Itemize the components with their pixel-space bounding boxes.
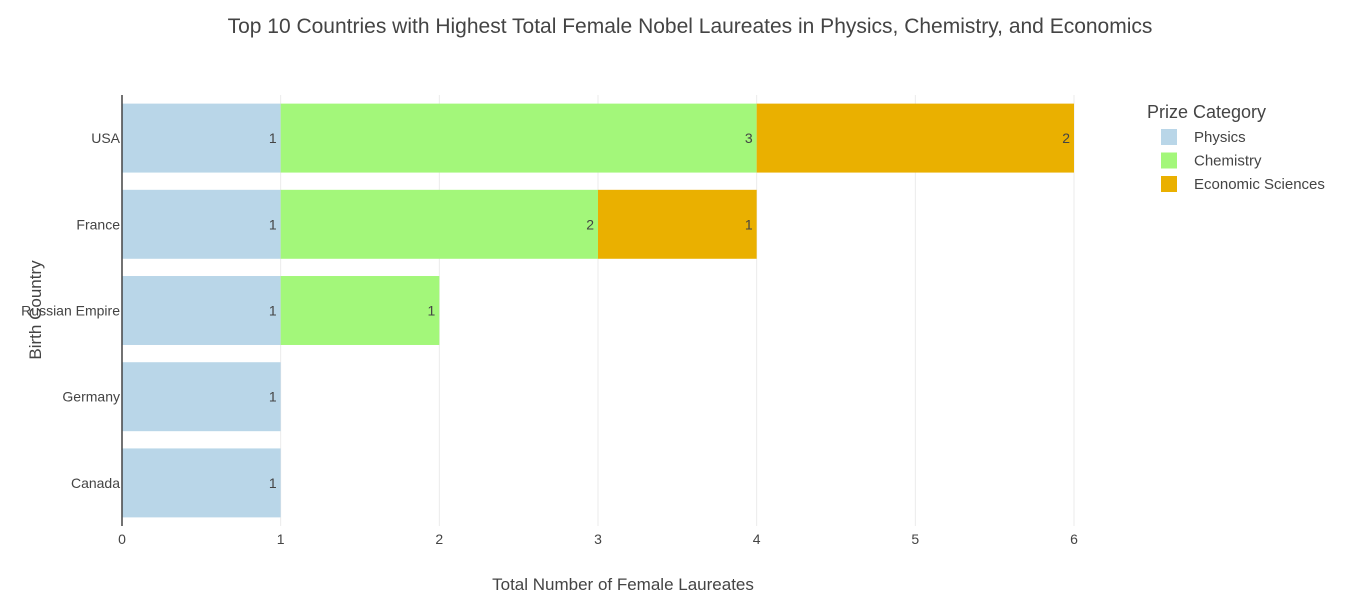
- bar-value-label: 1: [269, 389, 277, 405]
- bar-value-label: 1: [269, 475, 277, 491]
- legend-swatch: [1161, 129, 1177, 145]
- y-tick-label: USA: [91, 130, 120, 146]
- bars: 1 3 2 1 2 1 1 1 1 1: [122, 103, 1074, 518]
- ticks: 0 1 2 3 4 5 6 USA France Russian Empire Germany Can…: [21, 130, 1078, 547]
- bar-value-label: 1: [269, 130, 277, 146]
- x-tick-label: 0: [118, 531, 126, 547]
- bar: [280, 276, 440, 345]
- bar-value-label: 3: [745, 130, 753, 146]
- bar: [122, 189, 281, 259]
- x-tick-label: 5: [911, 531, 919, 547]
- x-tick-label: 4: [753, 531, 761, 547]
- y-tick-label: France: [76, 216, 120, 232]
- bar: [122, 362, 281, 432]
- bar: [756, 103, 1074, 173]
- bar-value-label: 2: [586, 216, 594, 232]
- legend-items: Physics Chemistry Economic Sciences: [1161, 129, 1325, 193]
- y-tick-label: Russian Empire: [21, 303, 120, 319]
- y-tick-label: Germany: [62, 389, 120, 405]
- bar-value-label: 1: [269, 216, 277, 232]
- bar-value-label: 2: [1062, 130, 1070, 146]
- x-tick-label: 2: [435, 531, 443, 547]
- legend-swatch: [1161, 176, 1177, 192]
- y-axis-title: Birth Country: [26, 260, 45, 360]
- legend-item-label: Chemistry: [1194, 153, 1262, 170]
- bar: [122, 103, 281, 173]
- bar: [122, 276, 281, 345]
- x-tick-label: 1: [277, 531, 285, 547]
- legend: Prize Category Physics Chemistry Economic …: [1147, 102, 1325, 193]
- bar-value-label: 1: [745, 216, 753, 232]
- bar: [280, 189, 598, 259]
- x-tick-label: 3: [594, 531, 602, 547]
- bar-value-label: 1: [269, 303, 277, 319]
- bar: [598, 189, 757, 259]
- y-tick-label: Canada: [71, 475, 120, 491]
- x-axis-title: Total Number of Female Laureates: [492, 575, 754, 594]
- bar: [280, 103, 757, 173]
- chart-title: Top 10 Countries with Highest Total Fema…: [228, 15, 1153, 38]
- bar-value-label: 1: [428, 303, 436, 319]
- bar: [122, 448, 281, 518]
- legend-item-label: Physics: [1194, 129, 1246, 146]
- legend-item-label: Economic Sciences: [1194, 176, 1325, 193]
- x-tick-label: 6: [1070, 531, 1078, 547]
- legend-title: Prize Category: [1147, 102, 1266, 122]
- legend-swatch: [1161, 152, 1177, 169]
